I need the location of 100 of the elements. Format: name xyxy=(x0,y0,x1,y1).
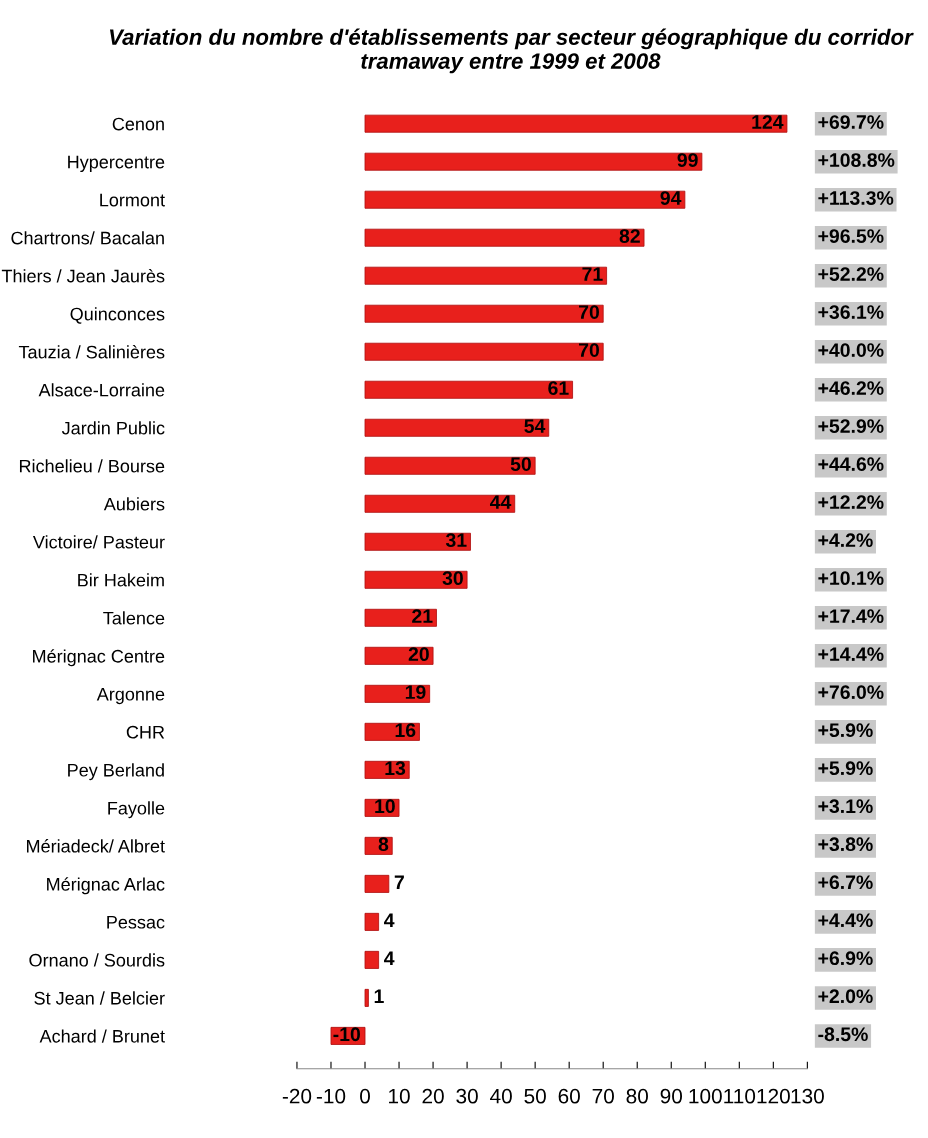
data-label: 124 xyxy=(752,115,784,129)
x-tick-label: -20 xyxy=(282,1088,312,1104)
y-tick-label: CHR xyxy=(126,725,165,739)
text: +44.6% xyxy=(818,457,884,471)
y-tick-label: Argonne xyxy=(96,687,165,705)
text: +113.3% xyxy=(818,191,894,205)
data-label: 70 xyxy=(579,343,599,357)
bar xyxy=(364,190,686,209)
text: +14.4% xyxy=(818,647,884,662)
bar xyxy=(364,950,380,969)
y-tick-label: Talence xyxy=(103,611,165,625)
bar xyxy=(364,456,536,475)
y-tick-label: Thiers / Jean Jaurès xyxy=(1,268,165,283)
data-label: 4 xyxy=(384,913,395,927)
y-tick-label: Pey Berland xyxy=(68,763,164,781)
bar xyxy=(364,532,471,551)
bar xyxy=(364,988,369,1007)
text: +46.2% xyxy=(818,381,884,395)
y-tick-label: Hypercentre xyxy=(68,155,165,172)
text: +5.9% xyxy=(818,723,873,738)
y-tick-label: Mérignac Arlac xyxy=(47,877,165,895)
x-tick-label: 70 xyxy=(592,1088,614,1104)
y-tick-label: Quinconces xyxy=(70,307,165,324)
y-tick-label: Ornano / Sourdis xyxy=(29,953,165,967)
text: +10.1% xyxy=(818,571,884,586)
text: -8.5% xyxy=(818,1027,868,1042)
bar xyxy=(364,608,437,627)
bar xyxy=(364,342,604,361)
data-label: 71 xyxy=(582,267,603,281)
data-label: 19 xyxy=(405,685,426,700)
y-tick-label: St Jean / Belcier xyxy=(34,991,165,1005)
text: +6.7% xyxy=(818,875,873,890)
text: +12.2% xyxy=(818,495,884,509)
data-label: 54 xyxy=(524,419,546,433)
y-tick-label: Cenon xyxy=(112,117,164,131)
data-label: 13 xyxy=(385,761,406,776)
bar xyxy=(364,570,468,589)
bar xyxy=(364,494,516,513)
x-tick-label: 30 xyxy=(456,1088,478,1104)
bar xyxy=(364,912,380,931)
data-label: 10 xyxy=(375,799,395,814)
y-tick-label: Mérignac Centre xyxy=(33,649,165,667)
text: +17.4% xyxy=(818,609,884,623)
data-label: 20 xyxy=(408,647,429,662)
text: +40.0% xyxy=(818,343,884,357)
text: +52.2% xyxy=(818,267,884,281)
x-tick-label: -10 xyxy=(316,1088,346,1104)
x-tick-label: 90 xyxy=(660,1088,683,1104)
x-tick-label: 0 xyxy=(360,1088,370,1104)
y-tick-label: Aubiers xyxy=(103,497,165,511)
x-tick-label: 120 xyxy=(757,1088,790,1104)
y-tick-label: Fayolle xyxy=(108,801,165,819)
bar xyxy=(364,114,788,133)
y-tick-label: Richelieu / Bourse xyxy=(19,459,165,473)
x-tick-label: 20 xyxy=(422,1088,444,1104)
text: +5.9% xyxy=(818,761,873,776)
bar xyxy=(364,266,608,285)
y-tick-label: Achard / Brunet xyxy=(39,1029,165,1043)
text: +3.1% xyxy=(818,799,873,814)
y-tick-label: Chartrons/ Bacalan xyxy=(11,231,164,245)
bar xyxy=(364,874,390,893)
x-tick-label: 130 xyxy=(791,1088,824,1104)
data-label: -10 xyxy=(333,1027,360,1042)
x-tick-label: 60 xyxy=(558,1088,580,1104)
x-tick-label: 100 xyxy=(689,1088,722,1104)
data-label: 61 xyxy=(548,381,569,395)
bar xyxy=(364,684,431,703)
data-label: 4 xyxy=(384,951,395,965)
y-tick-label: Jardin Public xyxy=(61,421,165,435)
data-label: 70 xyxy=(579,305,599,319)
text: +52.9% xyxy=(818,419,884,433)
text: +96.5% xyxy=(818,229,884,243)
data-label: 21 xyxy=(412,609,433,623)
data-label: 30 xyxy=(442,571,463,586)
data-label: 44 xyxy=(490,495,512,509)
bar xyxy=(364,380,573,399)
y-tick-label: Tauzia / Salinières xyxy=(18,345,165,359)
y-tick-label: Victoire/ Pasteur xyxy=(32,535,165,549)
y-tick-label: Lormont xyxy=(100,193,165,207)
bar xyxy=(364,152,703,171)
data-label: 94 xyxy=(660,191,682,205)
text: +4.2% xyxy=(818,533,873,547)
x-tick-label: 110 xyxy=(724,1088,756,1104)
text: +3.8% xyxy=(818,837,873,852)
text: +76.0% xyxy=(818,685,884,700)
text: +6.9% xyxy=(818,951,873,966)
bar xyxy=(364,418,550,437)
x-tick-label: 80 xyxy=(626,1088,648,1104)
y-tick-label: Mériadeck/ Albret xyxy=(27,839,165,853)
text: +36.1% xyxy=(818,305,884,319)
data-label: 82 xyxy=(619,229,640,243)
bar xyxy=(364,304,604,323)
data-label: 99 xyxy=(677,153,698,167)
y-tick-label: Bir Hakeim xyxy=(78,573,164,587)
bar xyxy=(364,228,645,247)
text: +4.4% xyxy=(818,913,873,928)
text: +69.7% xyxy=(818,115,884,129)
x-tick-label: 50 xyxy=(524,1088,546,1104)
data-label: 7 xyxy=(394,875,404,889)
chart-title: Variation du nombre d'établissements par secteur géographique du corridor tramaway entre 1999 et 2008 xyxy=(109,28,914,74)
